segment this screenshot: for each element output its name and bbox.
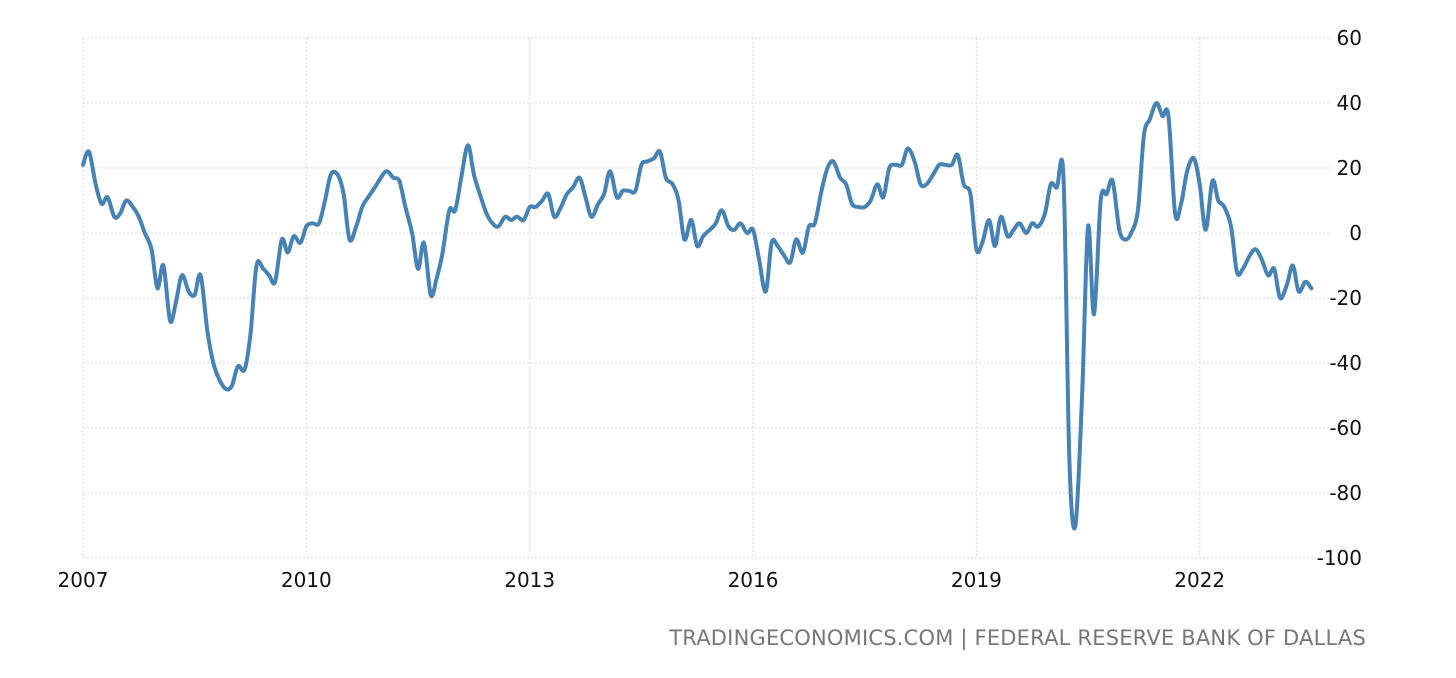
y-tick-label: -80 xyxy=(1329,481,1362,505)
source-attribution: TRADINGECONOMICS.COM | FEDERAL RESERVE B… xyxy=(669,626,1366,650)
y-tick-label: -40 xyxy=(1329,351,1362,375)
y-tick-label: -20 xyxy=(1329,286,1362,310)
line-chart: 60 40 20 0 -20 -40 -60 -80 -100 2007 2010 2013 2016… xyxy=(58,26,1362,592)
x-gridlines xyxy=(82,38,1201,558)
x-tick-label: 2013 xyxy=(504,568,555,592)
y-tick-label: 20 xyxy=(1337,156,1362,180)
y-tick-label: -60 xyxy=(1329,416,1362,440)
series-layer xyxy=(81,101,1314,531)
x-tick-label: 2016 xyxy=(728,568,779,592)
y-axis-tick-labels: 60 40 20 0 -20 -40 -60 -80 -100 xyxy=(1317,26,1362,570)
x-tick-label: 2022 xyxy=(1174,568,1225,592)
x-axis-tick-labels: 2007 2010 2013 2016 2019 2022 xyxy=(58,568,1226,592)
y-tick-label: -100 xyxy=(1317,546,1362,570)
y-tick-label: 60 xyxy=(1337,26,1362,50)
y-gridlines xyxy=(83,37,1330,559)
x-tick-label: 2010 xyxy=(281,568,332,592)
x-tick-label: 2007 xyxy=(58,568,109,592)
series-line-0 xyxy=(81,101,1314,531)
x-tick-label: 2019 xyxy=(951,568,1002,592)
y-tick-label: 40 xyxy=(1337,91,1362,115)
y-tick-label: 0 xyxy=(1349,221,1362,245)
